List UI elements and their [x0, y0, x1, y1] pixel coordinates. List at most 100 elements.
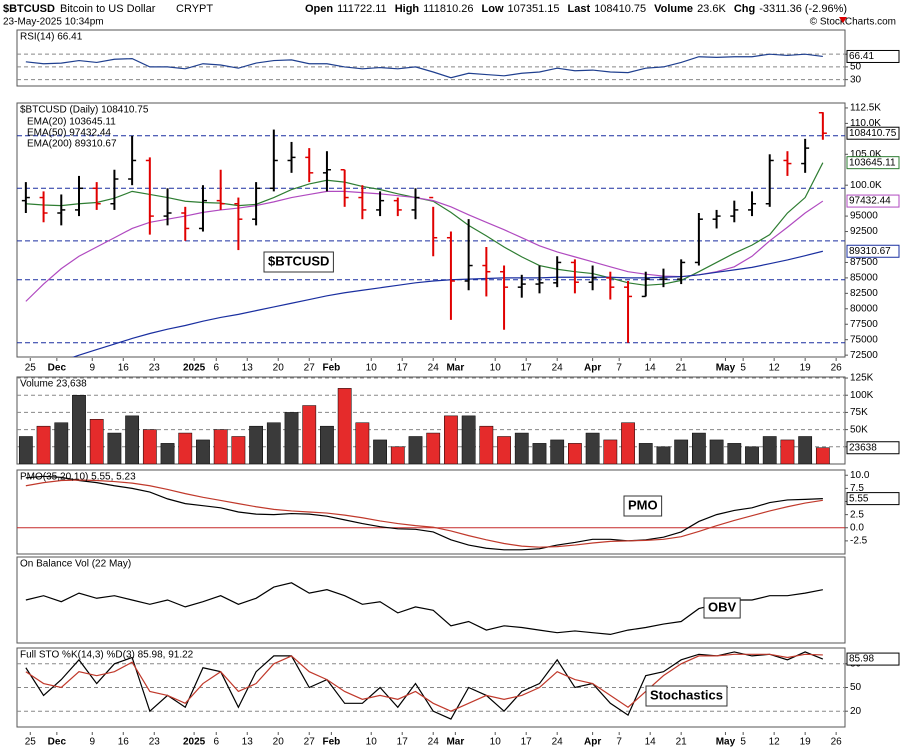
volume-bar — [302, 405, 317, 464]
x-tick-label: 17 — [397, 737, 409, 748]
volume-bar — [638, 443, 653, 464]
y-tick-label: 30 — [850, 74, 862, 85]
x-tick-label: 16 — [118, 737, 130, 748]
panel-label: Volume 23,638 — [20, 379, 87, 390]
quote-label: Low — [482, 3, 504, 15]
annotation: Stochastics — [645, 685, 728, 707]
y-tick-label: 125K — [850, 373, 874, 384]
volume-bar — [337, 388, 352, 464]
value-box-box — [846, 492, 900, 506]
series-line — [25, 53, 823, 79]
y-tick-label: 0.0 — [850, 522, 864, 533]
value-box-box — [846, 652, 900, 666]
x-tick-label: 14 — [645, 363, 657, 374]
series-line — [25, 582, 823, 636]
annotation: OBV — [703, 597, 741, 619]
volume-bar — [390, 446, 405, 464]
y-tick-label: 75K — [850, 407, 868, 418]
x-tick-label: 17 — [521, 737, 533, 748]
volume-bar — [691, 432, 706, 464]
x-tick-label: Mar — [446, 737, 464, 748]
y-tick-label: 75000 — [850, 334, 878, 345]
y-tick-label: 10.0 — [850, 470, 870, 481]
x-tick-label: 9 — [89, 363, 95, 374]
series-line — [25, 475, 823, 551]
value-box-box — [846, 244, 900, 258]
x-tick-label: 2025 — [183, 363, 206, 374]
x-tick-label: 10 — [490, 737, 502, 748]
volume-bar — [780, 439, 795, 464]
value-box-text: 23638 — [849, 442, 877, 453]
volume-bar — [160, 443, 175, 464]
volume-bar — [178, 432, 193, 464]
value-box-box — [846, 156, 900, 170]
series-line — [25, 479, 823, 548]
quote-label: Open — [305, 3, 333, 15]
quote-value: 108410.75 — [594, 3, 646, 15]
x-tick-label: 2025 — [183, 737, 206, 748]
y-tick-label: 80000 — [850, 303, 878, 314]
annotation-box — [703, 597, 741, 619]
panel — [16, 29, 846, 87]
plot-area — [17, 112, 845, 357]
x-tick-label: 12 — [769, 737, 781, 748]
y-tick-label: 105.0K — [850, 149, 882, 160]
volume-bar — [798, 436, 813, 464]
x-tick-label: 24 — [552, 363, 564, 374]
quote-label: High — [395, 3, 420, 15]
volume-bar — [762, 436, 777, 464]
y-tick-label: 100.0K — [850, 180, 882, 191]
x-tick-label: 5 — [740, 737, 746, 748]
volume-bar — [18, 436, 33, 464]
volume-bar — [355, 422, 370, 464]
copyright: © StockCharts.com — [810, 17, 896, 28]
value-box: 89310.67 — [846, 244, 900, 258]
x-tick-label: 10 — [490, 363, 502, 374]
x-tick-label: May — [716, 363, 736, 374]
panel-label: Full STO %K(14,3) %D(3) 85.98, 91.22 — [20, 650, 194, 661]
x-tick-label: 24 — [428, 737, 440, 748]
volume-bar — [727, 443, 742, 464]
y-tick-label: 7.5 — [850, 483, 864, 494]
last-price-box: 108410.75 — [846, 126, 900, 140]
volume-bar — [196, 439, 210, 464]
legend-entry: EMA(50) 97432.44 — [27, 128, 111, 139]
value-box-text: 103645.11 — [849, 157, 896, 168]
annotation-box — [645, 685, 728, 707]
x-tick-label: 17 — [397, 363, 409, 374]
x-tick-label: 17 — [521, 363, 533, 374]
x-tick-label: 23 — [149, 363, 161, 374]
value-box-text: 85.98 — [849, 654, 874, 665]
y-tick-label: 72500 — [850, 350, 878, 361]
exchange: CRYPT — [176, 3, 213, 15]
y-tick-label: 50 — [850, 62, 862, 73]
symbol-name: Bitcoin to US Dollar — [60, 3, 156, 15]
volume-bar — [107, 432, 122, 464]
x-tick-label: 6 — [213, 737, 219, 748]
x-tick-label: 24 — [428, 363, 440, 374]
value-box: 23638 — [846, 441, 900, 455]
quote-value: 111722.11 — [337, 3, 387, 15]
quote-value: 23.6K — [697, 3, 726, 15]
y-tick-label: 110.0K — [850, 118, 881, 129]
volume-bar — [621, 422, 635, 464]
plot-area — [25, 582, 823, 636]
volume-bar — [568, 443, 582, 464]
plot-area — [17, 475, 845, 551]
last-price-box-box — [846, 126, 900, 140]
x-tick-label: 14 — [645, 737, 657, 748]
value-box-text: 5.55 — [849, 493, 869, 504]
last-price-box-text: 108410.75 — [849, 128, 897, 139]
quote: Open 111722.11 High 111810.26 Low 107351.15 La… — [305, 3, 847, 15]
x-tick-label: 24 — [552, 737, 564, 748]
x-tick-label: May — [716, 737, 736, 748]
x-tick-label: Dec — [48, 737, 67, 748]
volume-bar — [426, 432, 441, 464]
panel — [16, 469, 846, 555]
x-tick-label: 21 — [676, 363, 688, 374]
value-box-box — [846, 194, 900, 208]
volume-bar — [479, 425, 494, 464]
annotation: PMO — [623, 495, 663, 517]
y-tick-label: 87500 — [850, 257, 878, 268]
value-box: 97432.44 — [846, 194, 900, 208]
